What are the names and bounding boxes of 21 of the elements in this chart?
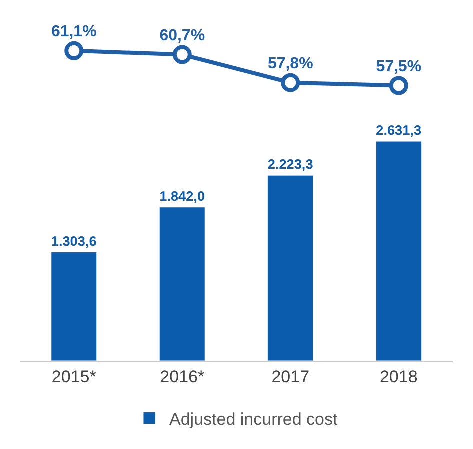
- point: [281, 73, 300, 92]
- bar: [51, 252, 98, 361]
- bar: [376, 141, 422, 361]
- x-tick-label: 2015*: [52, 367, 97, 386]
- point: [172, 45, 192, 64]
- data-label: 57,5%: [376, 58, 422, 76]
- x-tick-label: 2018: [380, 367, 418, 386]
- data-label: 2.223,3: [268, 157, 314, 172]
- x-tick-label: 2017: [272, 367, 310, 386]
- bar: [159, 207, 206, 361]
- point: [389, 76, 408, 96]
- data-label: 61,1%: [51, 24, 97, 41]
- data-label: 60,7%: [160, 27, 206, 44]
- data-label: 1.842,0: [160, 188, 206, 204]
- legend-label: Adjusted incurred cost: [170, 410, 338, 429]
- x-tick-label: 2016*: [160, 367, 205, 386]
- bar: [268, 175, 314, 361]
- data-label: 2.631,3: [376, 123, 422, 138]
- data-label: 57,8%: [268, 55, 314, 72]
- data-label: 1.303,6: [51, 234, 98, 249]
- point: [64, 41, 84, 60]
